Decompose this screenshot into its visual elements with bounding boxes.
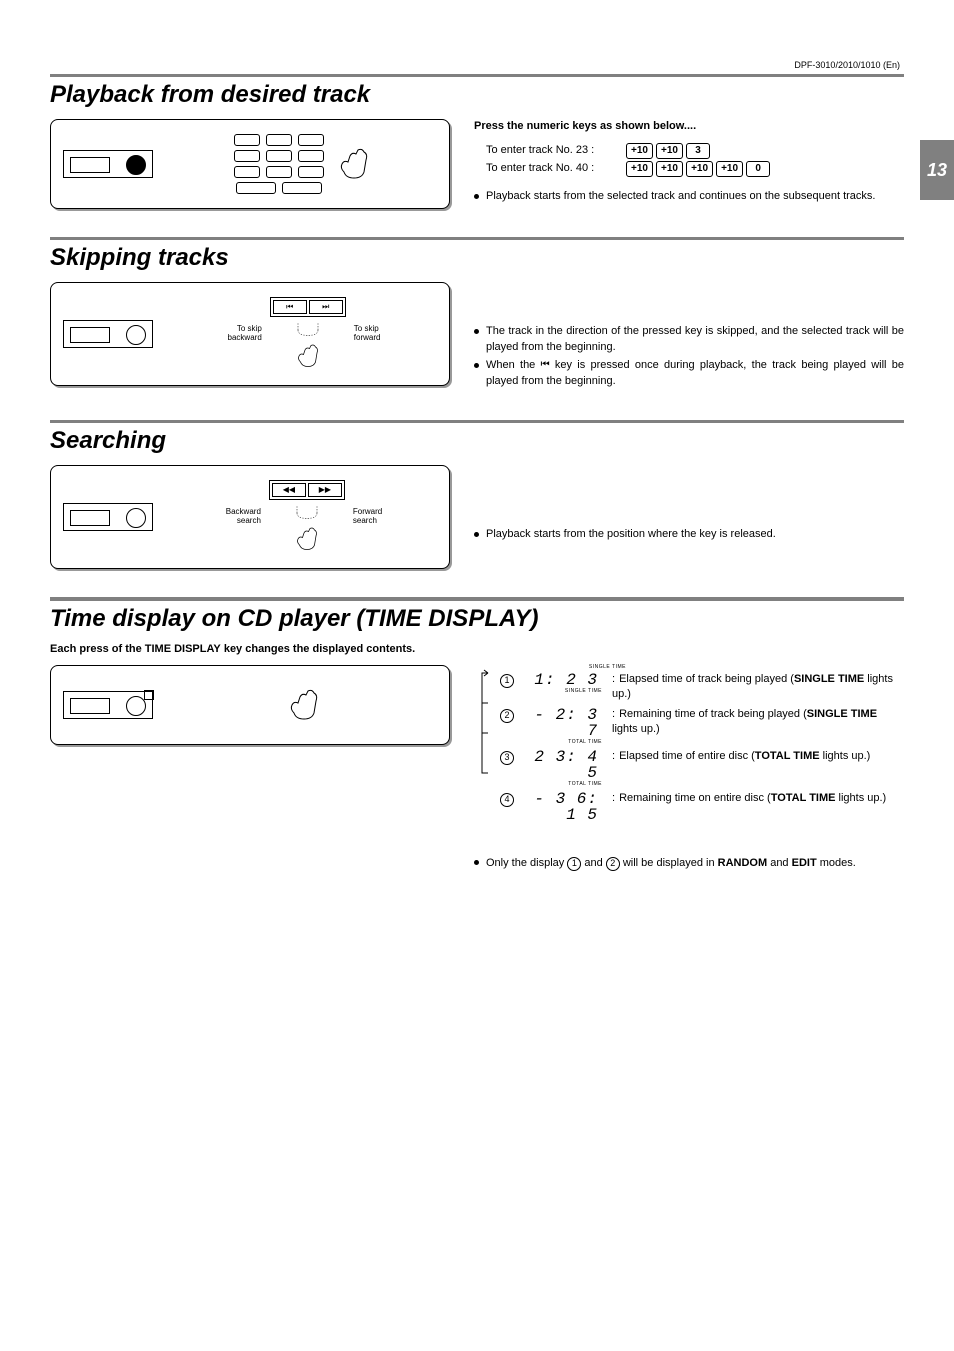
section-searching: Searching Backwardsearch ◀◀ ▶▶ xyxy=(50,420,904,569)
skip-forward-label: To skipforward xyxy=(354,325,381,343)
track23-label: To enter track No. 23 : xyxy=(486,143,616,159)
diagram-time-display xyxy=(50,665,450,745)
time-display-row: 2 - 2: 3 7TOTAL TIME :Remaining time of tr… xyxy=(500,707,904,745)
device-icon xyxy=(63,150,153,178)
key-box: +10 xyxy=(716,161,743,177)
seg-caption: SINGLE TIME xyxy=(524,665,626,670)
hand-press-icon xyxy=(284,685,324,725)
device-icon xyxy=(63,691,153,719)
segment-display: - 3 6: 1 5 xyxy=(524,791,598,823)
time-row-description: :Elapsed time of track being played (SIN… xyxy=(612,672,904,703)
key-box: +10 xyxy=(686,161,713,177)
hand-press-icon xyxy=(334,144,374,184)
search-buttons-icon: ◀◀ ▶▶ xyxy=(269,480,345,500)
device-icon xyxy=(63,503,153,531)
time-display-row: 1 1: 2 3SINGLE TIME :Elapsed time of track… xyxy=(500,672,904,703)
section-title: Time display on CD player (TIME DISPLAY) xyxy=(50,605,904,633)
section-title: Skipping tracks xyxy=(50,244,904,272)
time-row-description: :Remaining time on entire disc (TOTAL TI… xyxy=(612,791,904,806)
search-bullet: Playback starts from the position where … xyxy=(474,527,904,543)
key-box: +10 xyxy=(656,161,683,177)
segment-display: 2 3: 4 5 xyxy=(524,749,598,781)
hand-press-icon xyxy=(289,524,325,554)
segment-display: - 2: 3 7 xyxy=(524,707,598,739)
time-display-subhead: Each press of the TIME DISPLAY key chang… xyxy=(50,643,904,655)
time-display-row: 3 2 3: 4 5TOTAL TIME :Elapsed time of enti… xyxy=(500,749,904,787)
segment-display: 1: 2 3 xyxy=(524,672,598,688)
section-time-display: Time display on CD player (TIME DISPLAY)… xyxy=(50,597,904,874)
playback-bullet: Playback starts from the selected track … xyxy=(474,189,904,205)
skip-bullet-1: The track in the direction of the presse… xyxy=(474,324,904,356)
section-skipping-tracks: Skipping tracks To skipbackward ⏮ ⏭ xyxy=(50,237,904,392)
track40-keys: +10 +10 +10 +10 0 xyxy=(626,161,770,177)
skip-buttons-icon: ⏮ ⏭ xyxy=(270,297,346,317)
key-box: +10 xyxy=(656,143,683,159)
model-header: DPF-3010/2010/1010 (En) xyxy=(50,60,904,70)
time-row-description: :Elapsed time of entire disc (TOTAL TIME… xyxy=(612,749,904,764)
page-number-tab: 13 xyxy=(920,140,954,200)
section-playback-from-track: Playback from desired track xyxy=(50,74,904,209)
key-box: 0 xyxy=(746,161,770,177)
seg-caption: TOTAL TIME xyxy=(524,740,602,745)
circled-number: 2 xyxy=(500,709,514,723)
flow-loop-icon xyxy=(474,665,494,785)
section-title: Searching xyxy=(50,427,904,455)
circled-number: 3 xyxy=(500,751,514,765)
key-box: +10 xyxy=(626,143,653,159)
diagram-numeric-keys xyxy=(50,119,450,209)
diagram-search: Backwardsearch ◀◀ ▶▶ xyxy=(50,465,450,569)
device-icon xyxy=(63,320,153,348)
key-box: +10 xyxy=(626,161,653,177)
search-backward-label: Backwardsearch xyxy=(226,508,261,526)
seg-caption: SINGLE TIME xyxy=(524,689,602,694)
time-display-row: 4 - 3 6: 1 5 :Remaining time on entire dis… xyxy=(500,791,904,823)
numeric-keys-subhead: Press the numeric keys as shown below...… xyxy=(474,119,904,135)
hand-press-icon xyxy=(290,341,326,371)
circled-number: 1 xyxy=(500,674,514,688)
seg-caption: TOTAL TIME xyxy=(524,782,602,787)
key-box: 3 xyxy=(686,143,710,159)
time-row-description: :Remaining time of track being played (S… xyxy=(612,707,904,738)
section-title: Playback from desired track xyxy=(50,81,904,109)
circled-number: 4 xyxy=(500,793,514,807)
track23-keys: +10 +10 3 xyxy=(626,143,710,159)
diagram-skip: To skipbackward ⏮ ⏭ xyxy=(50,282,450,386)
skip-backward-label: To skipbackward xyxy=(228,325,262,343)
skip-bullet-2: When the ⏮ key is pressed once during pl… xyxy=(474,358,904,390)
track40-label: To enter track No. 40 : xyxy=(486,161,616,177)
time-display-note: Only the display 1 and 2 will be display… xyxy=(474,855,904,872)
remote-keypad-icon xyxy=(234,134,324,194)
search-forward-label: Forwardsearch xyxy=(353,508,382,526)
